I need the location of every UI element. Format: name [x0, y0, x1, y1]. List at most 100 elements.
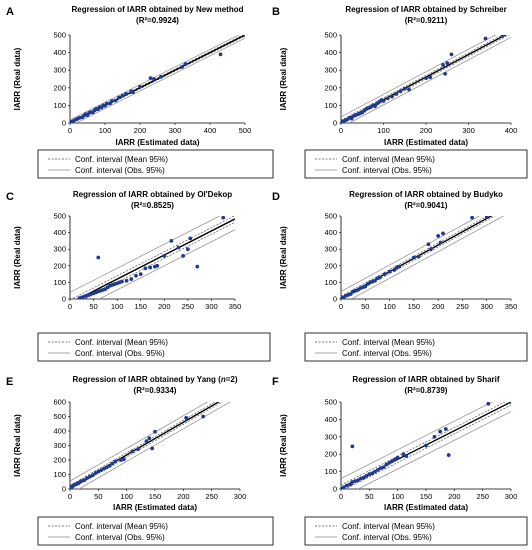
data-point [364, 474, 369, 478]
data-point [148, 76, 153, 81]
x-tick-label: 300 [234, 492, 247, 501]
data-point [117, 95, 121, 100]
x-tick-label: 500 [239, 126, 252, 135]
data-point [402, 86, 407, 91]
legend-entry-mean: Conf. interval (Mean 95%) [75, 338, 168, 347]
x-tick-label: 350 [505, 302, 518, 311]
y-axis-label: IARR (Real data) [279, 47, 288, 110]
x-axis-label: IARR (Estimated data) [115, 138, 199, 147]
legend-entry-mean: Conf. interval (Mean 95%) [75, 522, 168, 531]
x-tick-label: 400 [505, 126, 518, 135]
chart-title: Regression of IARR obtained by Budyko [349, 190, 503, 199]
legend-box [37, 332, 271, 362]
data-point [169, 239, 174, 243]
y-tick-label: 200 [53, 83, 66, 92]
legend-box [304, 332, 528, 362]
x-tick-label: 150 [420, 492, 433, 501]
y-tick-label: 300 [53, 245, 66, 254]
panel-letter: D [272, 191, 280, 203]
x-tick-label: 100 [120, 492, 133, 501]
data-point [394, 92, 399, 96]
data-point [102, 466, 106, 471]
data-point [243, 35, 245, 37]
chart-title: Regression of IARR obtained by Ol'Dekop [73, 190, 232, 199]
panel-b: B Regression of IARR obtained by Schreibe… [272, 5, 528, 179]
data-point [136, 447, 140, 452]
y-tick-label: 500 [53, 412, 66, 421]
data-point [180, 65, 184, 69]
y-tick-label: 200 [53, 456, 66, 465]
legend-box [37, 149, 274, 179]
data-point [82, 478, 87, 483]
data-point [96, 469, 101, 474]
panel-e: E Regression of IARR obtained by Yang (n=… [6, 375, 274, 546]
y-tick-label: 0 [333, 295, 337, 304]
x-tick-label: 50 [365, 492, 373, 501]
data-point [424, 443, 428, 448]
obs-ci-lower [78, 402, 231, 489]
y-tick-label: 300 [324, 432, 337, 441]
obs-ci-lower [357, 411, 511, 489]
data-point [349, 116, 354, 121]
data-point [470, 216, 475, 220]
data-point [201, 414, 206, 419]
x-axis-label: IARR (Estimated data) [384, 138, 468, 147]
y-axis-label: IARR (Real data) [13, 226, 22, 289]
obs-ci-lower [350, 216, 505, 299]
data-point [107, 463, 112, 468]
data-point [159, 74, 163, 79]
data-point [484, 216, 489, 219]
data-point [113, 98, 118, 103]
x-tick-label: 300 [480, 302, 493, 311]
data-point [441, 63, 445, 67]
x-tick-label: 50 [361, 302, 369, 311]
data-point [432, 434, 437, 439]
r-squared: (R²=0.9924) [136, 16, 179, 25]
y-tick-label: 300 [53, 66, 66, 75]
data-point [401, 452, 406, 457]
data-point [392, 268, 397, 272]
x-tick-label: 100 [377, 126, 390, 135]
data-point [377, 275, 382, 280]
x-tick-label: 200 [448, 492, 461, 501]
x-tick-label: 350 [229, 302, 242, 311]
regression-line [76, 218, 235, 299]
x-axis-label: IARR (Estimated data) [113, 503, 197, 512]
y-tick-label: 600 [53, 398, 66, 407]
y-tick-label: 0 [62, 295, 66, 304]
data-point [134, 273, 138, 278]
x-tick-label: 50 [89, 302, 97, 311]
y-tick-label: 0 [333, 119, 337, 128]
y-tick-label: 200 [53, 261, 66, 270]
data-point [185, 247, 190, 252]
data-point [120, 93, 125, 98]
legend: Conf. interval (Mean 95%) Conf. interval … [37, 149, 274, 179]
data-point [381, 465, 386, 470]
y-tick-label: 200 [324, 83, 337, 92]
obs-ci-upper [341, 402, 493, 479]
r-squared: (R²=0.9334) [134, 386, 177, 395]
mean-ci-upper [70, 216, 235, 299]
y-tick-label: 100 [53, 470, 66, 479]
x-tick-label: 150 [408, 302, 421, 311]
data-point [375, 467, 380, 472]
data-point [183, 62, 188, 66]
data-point [221, 216, 226, 220]
data-point [449, 52, 454, 57]
y-tick-label: 400 [53, 48, 66, 57]
r-squared: (R²=0.9211) [405, 16, 448, 25]
y-tick-label: 0 [62, 119, 66, 128]
chart-title: Regression of IARR obtained by Schreiber [345, 5, 506, 14]
mean-ci-lower [83, 221, 235, 299]
x-tick-label: 150 [134, 302, 147, 311]
panel-a: A Regression of IARR obtained by New meth… [6, 5, 274, 179]
y-tick-label: 400 [53, 427, 66, 436]
data-point [218, 52, 223, 57]
x-tick-label: 200 [420, 126, 433, 135]
data-point [390, 94, 394, 99]
y-axis-label: IARR (Real data) [13, 47, 22, 110]
data-point [483, 36, 488, 41]
data-point [162, 253, 167, 258]
panel-letter: A [6, 6, 14, 18]
